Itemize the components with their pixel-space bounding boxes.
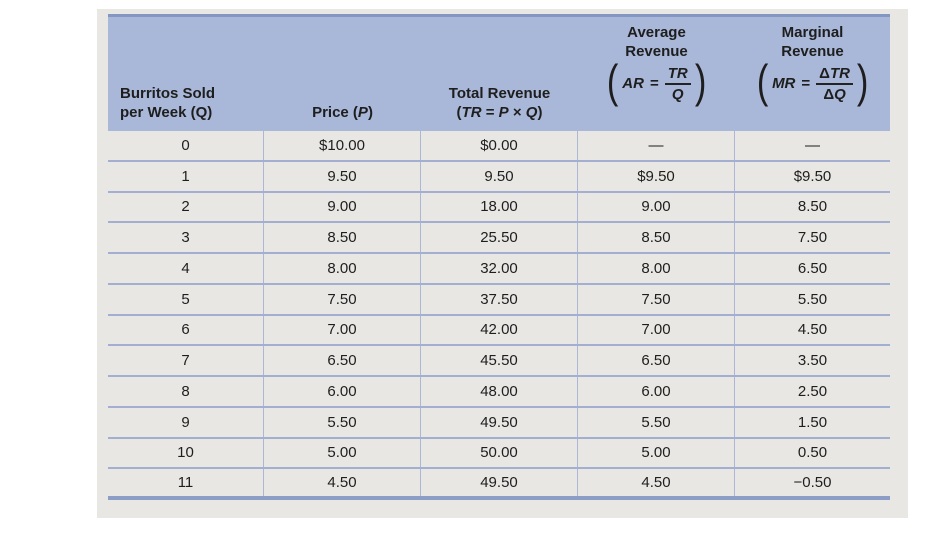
table-cell: 4.50	[264, 469, 421, 496]
table-row: 6 7.00 42.00 7.00 4.50	[108, 315, 890, 347]
table-cell: 9.00	[578, 192, 735, 222]
table-cell: 1	[108, 161, 264, 191]
table-cell: 42.00	[421, 315, 578, 345]
table-cell: —	[805, 136, 820, 154]
header-price: Price (P)	[264, 17, 421, 131]
table-panel: Burritos Sold per Week (Q) Price (P) Tot…	[97, 9, 908, 518]
table-cell: 5.00	[578, 438, 735, 468]
table-row: 9 5.50 49.50 5.50 1.50	[108, 407, 890, 439]
table-cell: 37.50	[421, 284, 578, 314]
table-cell: $9.50	[578, 161, 735, 191]
table-cell: 8.50	[264, 223, 421, 252]
ar-fraction: TR Q	[664, 65, 691, 103]
table-cell: 0	[108, 131, 264, 160]
table-cell: 45.50	[421, 346, 578, 375]
table-row: 11 4.50 49.50 4.50 −0.50	[108, 469, 890, 500]
table-cell: 5.50	[578, 407, 735, 437]
header-average-revenue-line1: Average	[627, 24, 686, 41]
table-cell: 4	[108, 254, 264, 283]
average-revenue-formula: ( AR = TR Q )	[606, 55, 707, 107]
table-row: 5 7.50 37.50 7.50 5.50	[108, 284, 890, 316]
table-cell: 50.00	[421, 438, 578, 468]
table-cell: 6.00	[264, 377, 421, 406]
table-cell: 11	[108, 469, 264, 496]
table-cell: 5.00	[264, 438, 421, 468]
header-total-revenue-formula: (TR = P × Q)	[456, 104, 543, 121]
header-total-revenue: Total Revenue (TR = P × Q)	[421, 17, 578, 131]
table-cell: 8.00	[578, 254, 735, 283]
header-total-revenue-line1: Total Revenue	[448, 85, 551, 102]
header-marginal-revenue-line1: Marginal	[781, 24, 844, 41]
table-cell: 5	[108, 284, 264, 314]
table-cell: 1.50	[797, 413, 828, 431]
table-cell: 7.50	[264, 284, 421, 314]
table-cell: 6.50	[797, 259, 828, 277]
table-cell: 8.50	[578, 223, 735, 252]
table-cell: 5.50	[264, 407, 421, 437]
header-price-label: Price (P)	[312, 104, 373, 121]
table-row: 3 8.50 25.50 8.50 7.50	[108, 223, 890, 254]
header-quantity-line1: Burritos Sold	[120, 85, 216, 102]
header-marginal-revenue: Marginal Revenue ( MR = ΔTR ΔQ )	[735, 17, 890, 131]
table-row: 10 5.00 50.00 5.00 0.50	[108, 438, 890, 470]
table-cell: 6	[108, 315, 264, 345]
table-cell: 49.50	[421, 407, 578, 437]
header-average-revenue: Average Revenue ( AR = TR Q )	[578, 17, 735, 131]
header-quantity-line2: per Week (Q)	[120, 104, 213, 121]
table-cell: 7.00	[578, 315, 735, 345]
table-cell: 7	[108, 346, 264, 375]
header-average-revenue-line2: Revenue	[625, 43, 688, 60]
table-cell: 5.50	[797, 290, 828, 308]
table-cell: 9	[108, 407, 264, 437]
table-header-row: Burritos Sold per Week (Q) Price (P) Tot…	[108, 14, 890, 131]
table-cell: 18.00	[421, 192, 578, 222]
table-cell: 3	[108, 223, 264, 252]
table-row: 2 9.00 18.00 9.00 8.50	[108, 192, 890, 224]
table-cell: $0.00	[421, 131, 578, 160]
table-cell: 0.50	[797, 444, 828, 462]
table-cell: 8	[108, 377, 264, 406]
table-row: 4 8.00 32.00 8.00 6.50	[108, 254, 890, 285]
table-cell: 7.50	[578, 284, 735, 314]
table-cell: 8.50	[797, 198, 828, 216]
header-marginal-revenue-line2: Revenue	[781, 43, 844, 60]
table-cell: 2.50	[797, 382, 828, 400]
table-row: 0 $10.00 $0.00— —	[108, 131, 890, 162]
table-cell: 6.50	[264, 346, 421, 375]
table-cell: 9.50	[421, 161, 578, 191]
table-cell: −0.50	[793, 474, 832, 492]
table-cell: 7.00	[264, 315, 421, 345]
table-cell: —	[578, 131, 735, 160]
table-cell: 6.00	[578, 377, 735, 406]
table-cell: 25.50	[421, 223, 578, 252]
table-row: 7 6.50 45.50 6.50 3.50	[108, 346, 890, 377]
table-cell: 4.50	[797, 321, 828, 339]
table-cell: $10.00	[264, 131, 421, 160]
mr-fraction: ΔTR ΔQ	[816, 65, 853, 103]
table-cell: 48.00	[421, 377, 578, 406]
table-row: 8 6.00 48.00 6.00 2.50	[108, 377, 890, 408]
header-quantity: Burritos Sold per Week (Q)	[108, 17, 264, 131]
table-cell: 49.50	[421, 469, 578, 496]
table-cell: 4.50	[578, 469, 735, 496]
table-row: 1 9.50 9.50 $9.50 $9.50	[108, 161, 890, 193]
table-cell: 6.50	[578, 346, 735, 375]
table-cell: 8.00	[264, 254, 421, 283]
table-cell: 10	[108, 438, 264, 468]
table-cell: 7.50	[797, 229, 828, 247]
table-cell: $9.50	[793, 167, 832, 185]
table-cell: 9.00	[264, 192, 421, 222]
revenue-table: Burritos Sold per Week (Q) Price (P) Tot…	[108, 14, 890, 500]
table-cell: 32.00	[421, 254, 578, 283]
table-body: 0 $10.00 $0.00— —1 9.50 9.50 $9.50 $9.50 2 9.00 18…	[108, 131, 890, 500]
table-cell: 2	[108, 192, 264, 222]
table-cell: 3.50	[797, 352, 828, 370]
marginal-revenue-formula: ( MR = ΔTR ΔQ )	[756, 55, 869, 107]
table-cell: 9.50	[264, 161, 421, 191]
